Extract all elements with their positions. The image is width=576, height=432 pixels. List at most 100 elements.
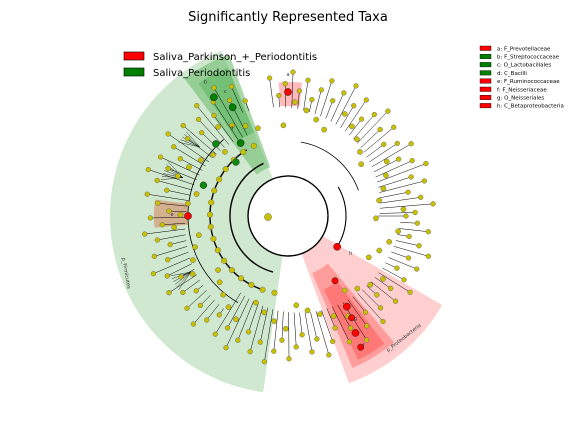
leaf-node — [155, 200, 161, 206]
branch — [330, 92, 345, 122]
order-node — [207, 211, 214, 218]
branch — [321, 309, 333, 342]
inner-node — [196, 232, 202, 238]
inner-node — [229, 122, 235, 129]
arc-proteo — [336, 186, 347, 248]
branch — [231, 86, 244, 113]
branch — [371, 143, 412, 168]
branch — [187, 138, 213, 159]
leaf-node — [184, 136, 191, 142]
inner-node — [253, 299, 259, 306]
inner-node — [283, 325, 289, 332]
inner-node — [185, 200, 191, 207]
branch — [303, 80, 309, 111]
branch — [147, 193, 189, 201]
leaf-node — [226, 97, 233, 103]
key-label-a: a: F_Prevotellaceae — [497, 46, 551, 52]
inner-node — [171, 224, 177, 231]
leaf-node — [381, 141, 387, 147]
branch — [167, 252, 189, 261]
branch — [357, 293, 384, 322]
leaf-node — [197, 302, 204, 309]
leaf-node — [271, 348, 277, 354]
significant-node-f — [351, 329, 360, 337]
branch — [193, 299, 215, 325]
branch — [213, 87, 243, 138]
inner-node — [342, 111, 348, 117]
branch — [337, 304, 351, 329]
leaf-node — [403, 213, 409, 219]
leaf-node — [412, 209, 418, 216]
branch — [173, 146, 206, 167]
inner-node — [174, 173, 181, 179]
branch — [291, 72, 294, 109]
order-node — [240, 149, 247, 156]
leaf-node — [144, 191, 150, 197]
branch — [349, 118, 362, 136]
branch — [249, 305, 264, 352]
wedge-proteobacteria — [301, 236, 443, 384]
inner-node — [386, 238, 392, 245]
inner-node — [193, 191, 200, 197]
leaf-node — [151, 253, 157, 259]
leaf-fan — [176, 271, 192, 288]
leaf-node — [406, 233, 412, 240]
inner-node — [280, 122, 287, 129]
leaf-node — [194, 103, 200, 109]
significant-node-extra — [212, 140, 220, 148]
leaf-node — [245, 329, 252, 335]
branch — [157, 202, 188, 207]
leaf-node — [190, 321, 197, 327]
key-swatch-a — [479, 45, 492, 51]
leaf-node — [362, 309, 369, 315]
leaf-node — [394, 265, 400, 271]
branch — [393, 246, 429, 257]
key-swatch-e — [479, 78, 492, 84]
node-key-a: a — [286, 72, 289, 78]
branch — [160, 156, 200, 176]
leaf-node — [329, 78, 335, 84]
significant-node-extra — [357, 343, 365, 351]
inner-node — [354, 136, 360, 142]
leaf-node — [425, 253, 431, 259]
branch — [380, 203, 434, 209]
leaf-node — [216, 312, 222, 318]
root-circle — [247, 175, 329, 257]
branch — [299, 312, 303, 335]
inner-node — [216, 279, 223, 286]
order-node — [211, 187, 218, 194]
inner-node — [383, 158, 390, 165]
leaf-node — [408, 141, 414, 147]
leaf-node — [364, 337, 370, 343]
branch — [375, 160, 413, 178]
leaf-node — [418, 194, 424, 200]
order-node — [210, 235, 217, 242]
inner-node — [190, 257, 196, 263]
leaf-node — [211, 85, 217, 91]
branch — [366, 144, 384, 158]
leaf-node — [171, 144, 177, 150]
branch — [400, 222, 418, 224]
branch — [227, 295, 246, 329]
chart-title: Significantly Represented Taxa — [188, 10, 388, 25]
branch — [168, 133, 210, 163]
inner-node — [261, 309, 267, 316]
leaf-node — [414, 266, 420, 272]
taxa-key-legend: a: F_Prevotellaceae b: F_Streptococcaceae… — [479, 45, 564, 110]
inner-node — [189, 271, 196, 277]
branch — [370, 281, 396, 302]
node-key-e: e — [170, 212, 173, 218]
wedge-bacilli — [184, 54, 271, 175]
branch — [198, 119, 225, 148]
branch — [237, 301, 254, 341]
branch — [167, 263, 193, 277]
branch — [206, 304, 220, 321]
leaf-node — [165, 257, 171, 263]
branch — [395, 240, 420, 247]
branch — [264, 309, 274, 362]
inner-node — [330, 313, 337, 319]
leaf-node — [235, 337, 241, 343]
order-node — [222, 166, 229, 173]
key-swatch-b — [479, 54, 492, 59]
key-label-e: e: F_Ruminococcaceae — [497, 79, 560, 85]
